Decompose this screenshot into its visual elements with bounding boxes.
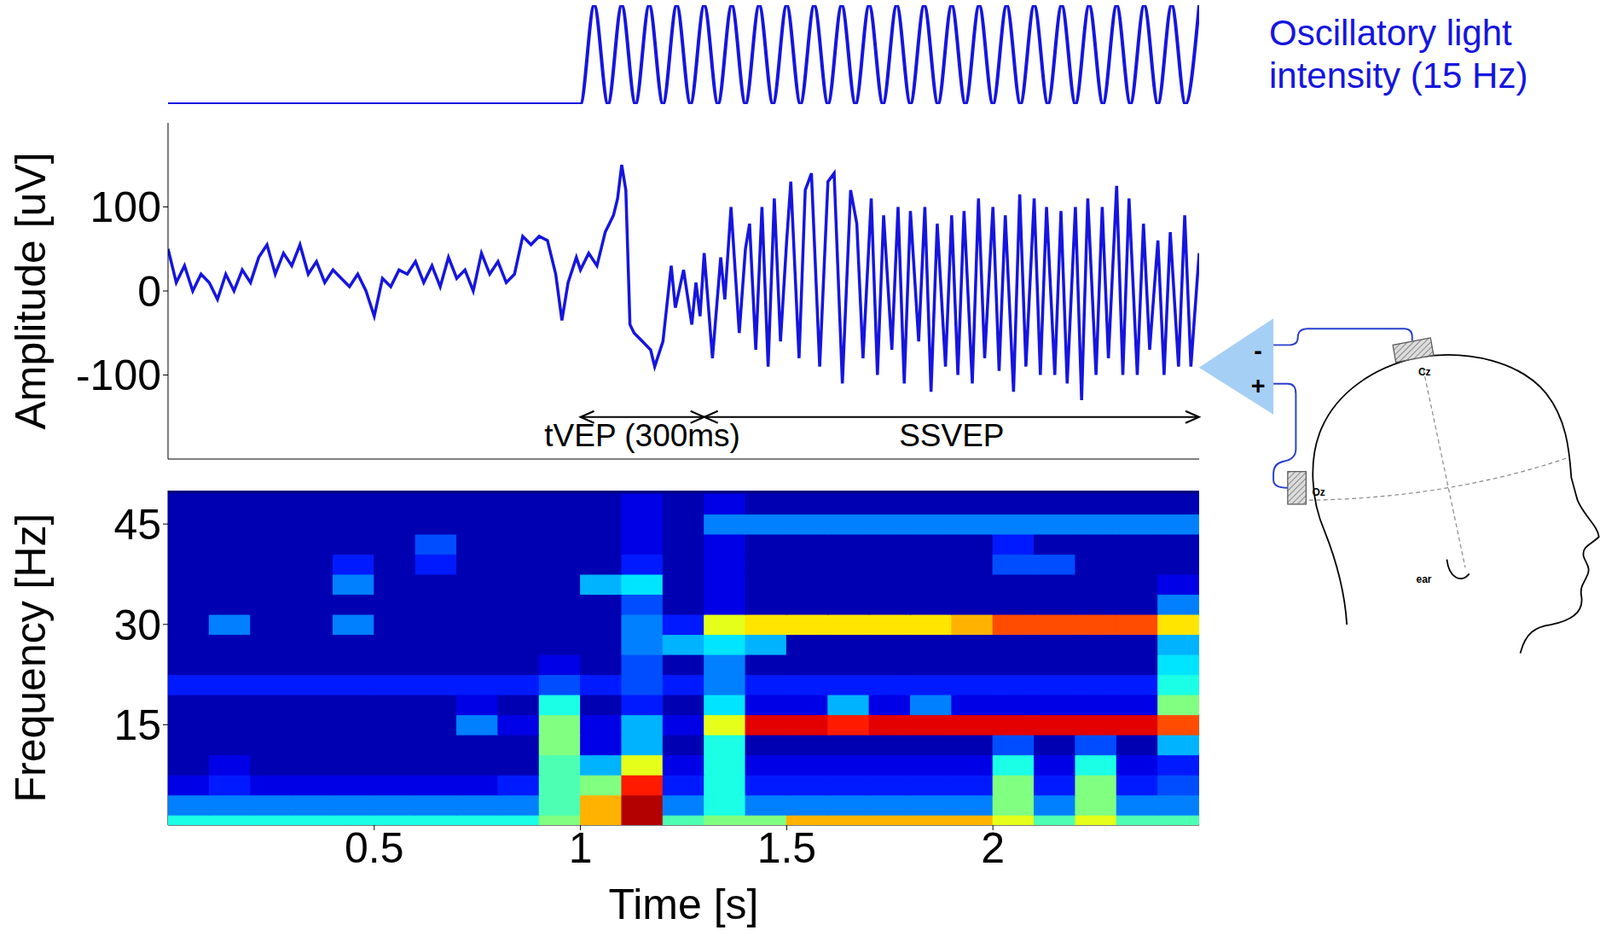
- svg-text:+: +: [1251, 371, 1266, 400]
- svg-text:0.5: 0.5: [344, 823, 405, 872]
- svg-text:-100: -100: [75, 351, 162, 400]
- svg-text:2: 2: [980, 823, 1005, 872]
- svg-text:45: 45: [113, 500, 162, 549]
- svg-text:15: 15: [113, 701, 162, 749]
- svg-text:30: 30: [113, 601, 162, 650]
- svg-text:Cz: Cz: [1418, 365, 1432, 378]
- svg-text:SSVEP: SSVEP: [898, 417, 1004, 453]
- svg-text:100: 100: [90, 183, 162, 232]
- svg-text:-: -: [1253, 336, 1263, 365]
- svg-text:tVEP (300ms): tVEP (300ms): [544, 417, 741, 453]
- svg-text:0: 0: [137, 267, 162, 316]
- html-text:Oscillatory light intensity (1: Oscillatory light intensity (15 Hz): [1269, 12, 1528, 96]
- html-text:Frequency [Hz]: Frequency [Hz]: [6, 513, 55, 803]
- svg-text:1: 1: [568, 823, 593, 872]
- svg-text:Oz: Oz: [1312, 486, 1326, 499]
- html-text:Amplitude [uV]: Amplitude [uV]: [6, 152, 55, 430]
- html-text:Time [s]: Time [s]: [608, 880, 759, 928]
- svg-text:1.5: 1.5: [757, 823, 818, 872]
- svg-text:ear: ear: [1416, 573, 1432, 586]
